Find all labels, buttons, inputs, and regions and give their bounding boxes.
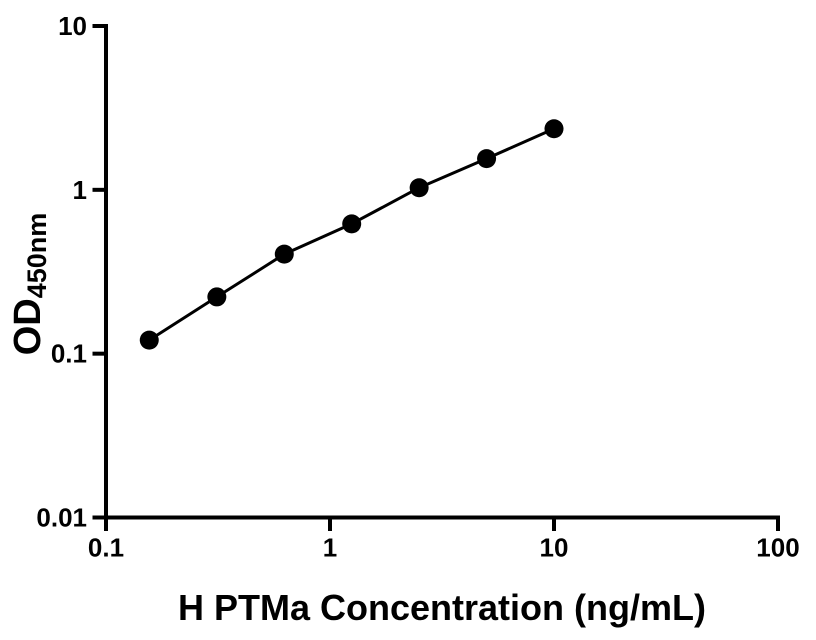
x-axis-title: H PTMa Concentration (ng/mL) [178, 587, 706, 628]
data-point [477, 149, 497, 169]
y-axis-title-main: OD [7, 298, 49, 355]
y-axis-title-subscript: 450nm [22, 213, 52, 299]
data-point [342, 214, 362, 234]
y-axis-title: OD450nm [7, 213, 52, 356]
data-point [409, 178, 429, 198]
data-point [274, 244, 294, 264]
y-tick-label: 0.1 [51, 339, 87, 369]
y-tick-label: 10 [58, 11, 87, 41]
x-tick-label: 100 [756, 533, 799, 563]
data-point [139, 330, 159, 350]
x-tick-label: 1 [323, 533, 337, 563]
y-tick-label: 1 [73, 175, 87, 205]
x-tick-label: 10 [540, 533, 569, 563]
data-point [207, 287, 227, 307]
data-point [544, 119, 564, 139]
y-tick-label: 0.01 [36, 503, 87, 533]
x-tick-label: 0.1 [88, 533, 124, 563]
